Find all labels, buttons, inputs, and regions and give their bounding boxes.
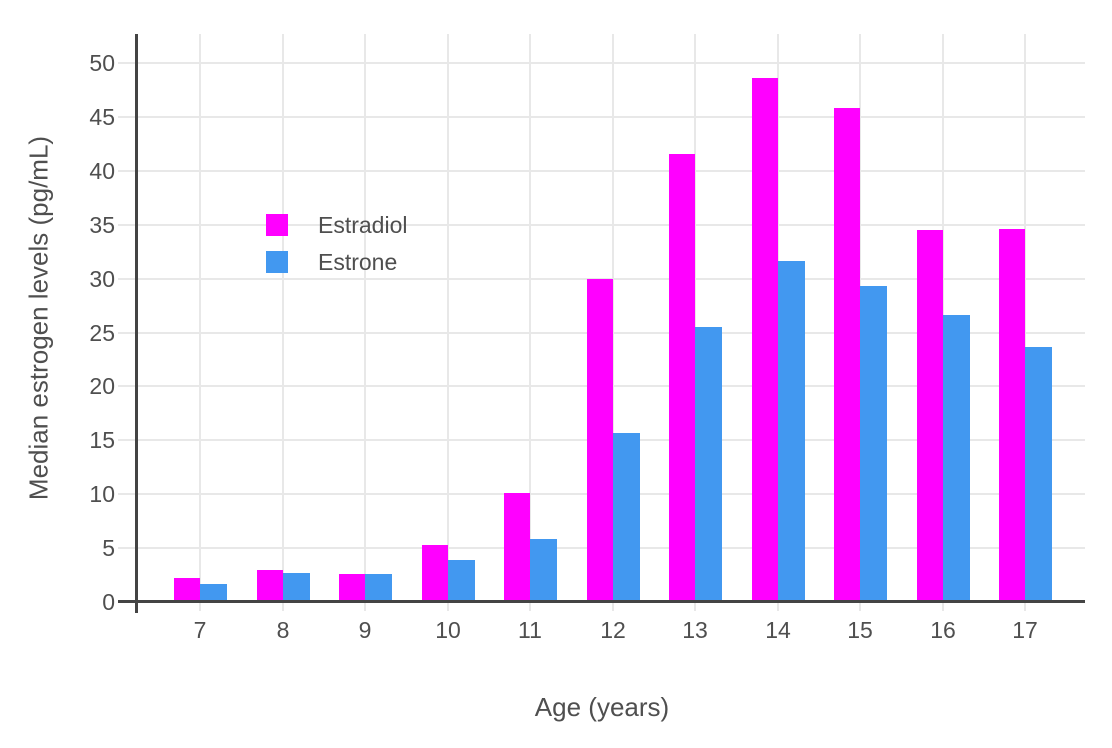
bar-estrone-13: [695, 327, 722, 601]
estradiol-legend-label: Estradiol: [318, 211, 408, 238]
legend: Estradiol Estrone: [266, 211, 408, 288]
y-axis-title: Median estrogen levels (pg/mL): [23, 135, 54, 501]
x-gridline-7: [199, 34, 201, 611]
estrone-legend-swatch: [266, 251, 288, 273]
x-tick-label-10: 10: [435, 617, 461, 643]
x-gridline-13: [694, 34, 696, 611]
y-tick-label-25: 25: [89, 320, 115, 346]
bar-estradiol-17: [999, 229, 1025, 601]
x-tick-label-13: 13: [682, 617, 708, 643]
bar-estrone-10: [448, 560, 475, 601]
y-tick-label-5: 5: [102, 535, 115, 561]
x-gridline-11: [529, 34, 531, 611]
x-axis-line: [118, 600, 1085, 603]
y-tick-label-45: 45: [89, 104, 115, 130]
y-tick-label-30: 30: [89, 266, 115, 292]
bar-estradiol-7: [174, 578, 200, 601]
bar-estrone-7: [200, 584, 227, 601]
y-tick-label-50: 50: [89, 50, 115, 76]
bar-estradiol-13: [669, 154, 695, 601]
bar-estrone-15: [860, 286, 887, 601]
x-tick-label-12: 12: [600, 617, 626, 643]
y-gridline-45: [118, 116, 1085, 118]
y-gridline-40: [118, 170, 1085, 172]
x-tick-label-8: 8: [276, 617, 290, 643]
x-gridline-8: [282, 34, 284, 611]
bar-estradiol-10: [422, 545, 448, 601]
bar-estradiol-14: [752, 78, 778, 601]
x-gridline-12: [612, 34, 614, 611]
y-tick-label-15: 15: [89, 427, 115, 453]
bar-estradiol-15: [834, 108, 860, 601]
estradiol-legend-swatch: [266, 214, 288, 236]
x-tick-label-15: 15: [847, 617, 873, 643]
y-tick-label-20: 20: [89, 373, 115, 399]
bar-estrone-9: [365, 574, 392, 601]
bar-estrone-14: [778, 261, 805, 601]
legend-item-estradiol[interactable]: Estradiol: [266, 211, 408, 238]
y-tick-label-0: 0: [102, 589, 115, 615]
y-tick-label-40: 40: [89, 158, 115, 184]
bar-estrone-12: [613, 433, 640, 601]
y-gridline-35: [118, 224, 1085, 226]
x-tick-label-7: 7: [193, 617, 207, 643]
y-tick-label-10: 10: [89, 481, 115, 507]
bar-estradiol-8: [257, 570, 283, 601]
x-gridline-17: [1024, 34, 1026, 611]
bar-estradiol-11: [504, 493, 530, 601]
y-axis-line: [135, 34, 138, 613]
x-gridline-10: [447, 34, 449, 611]
bar-estrone-11: [530, 539, 557, 601]
x-axis-title: Age (years): [534, 692, 670, 722]
x-tick-label-9: 9: [358, 617, 372, 643]
bar-estradiol-16: [917, 230, 943, 601]
estrone-legend-label: Estrone: [318, 248, 398, 275]
x-tick-label-16: 16: [930, 617, 956, 643]
x-tick-label-14: 14: [765, 617, 791, 643]
bar-estrone-8: [283, 573, 310, 601]
y-gridline-50: [118, 62, 1085, 64]
legend-item-estrone[interactable]: Estrone: [266, 248, 407, 275]
x-tick-label-11: 11: [518, 617, 542, 643]
y-tick-label-35: 35: [89, 212, 115, 238]
bar-estradiol-12: [587, 279, 613, 601]
bar-estrone-16: [943, 315, 970, 601]
x-gridline-9: [364, 34, 366, 611]
bar-estrone-17: [1025, 347, 1052, 601]
x-tick-label-17: 17: [1012, 617, 1038, 643]
bar-estradiol-9: [339, 574, 365, 601]
